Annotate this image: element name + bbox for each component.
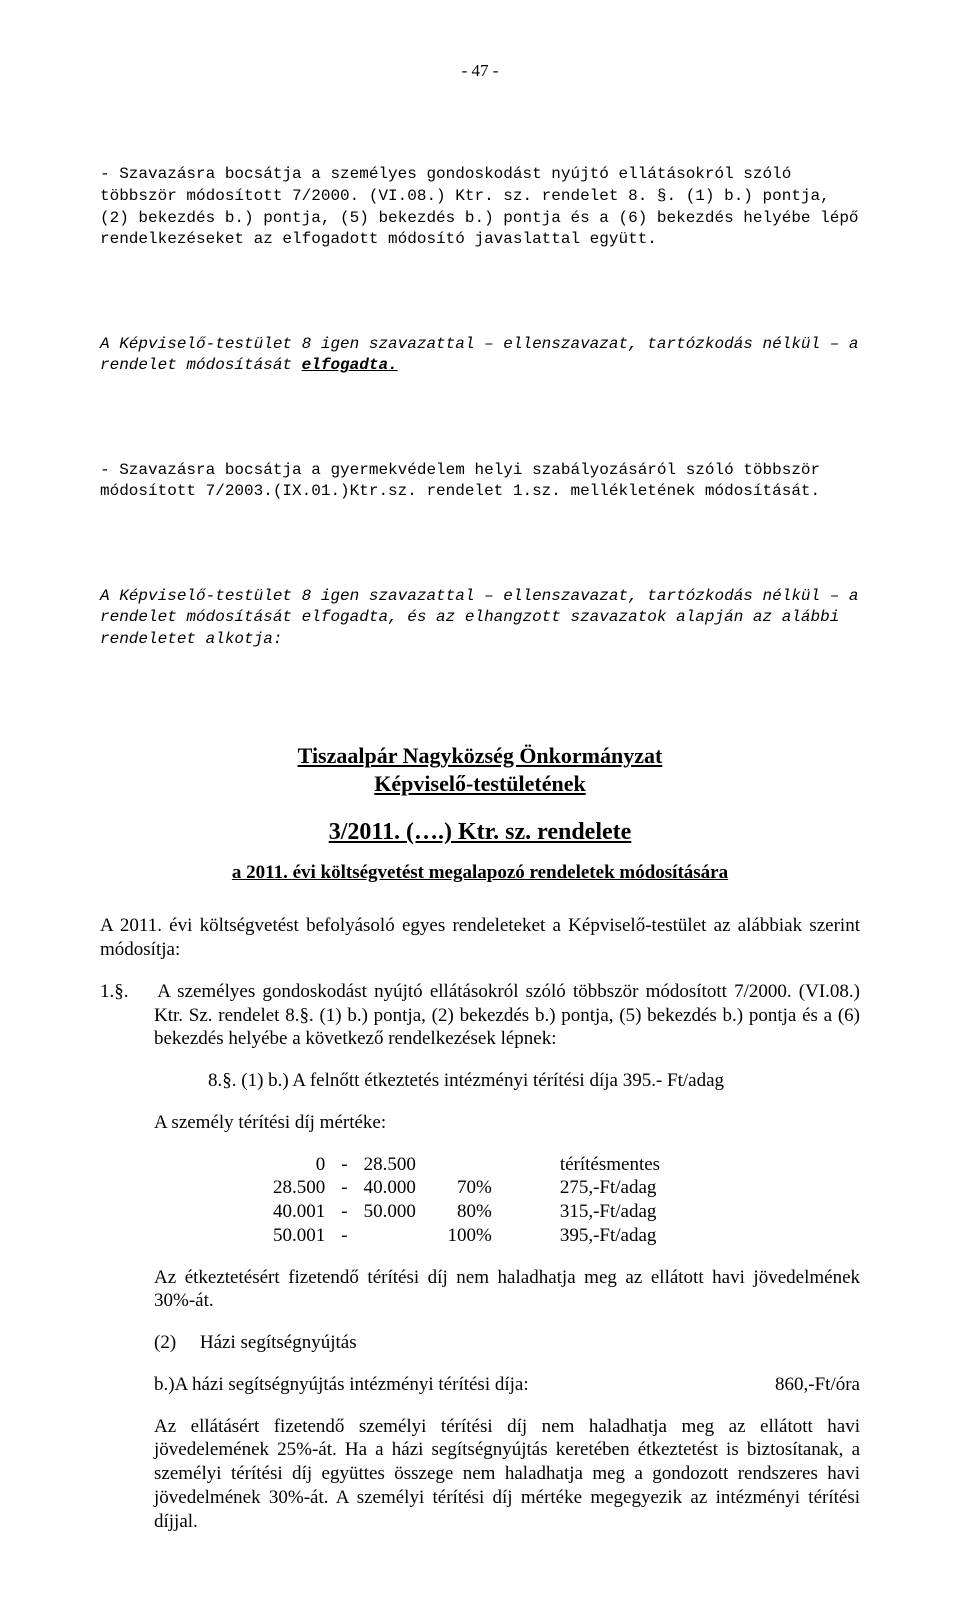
item-1-text: A személyes gondoskodást nyújtó ellátáso…: [154, 981, 860, 1050]
fee-pct: 80%: [424, 1200, 500, 1224]
item-1: 1.§. A személyes gondoskodást nyújtó ell…: [100, 980, 860, 1051]
item-2-line: b.)A házi segítségnyújtás intézményi tér…: [100, 1373, 860, 1397]
fee-note: Az étkeztetésért fizetendő térítési díj …: [100, 1266, 860, 1314]
preamble-para-3: - Szavazásra bocsátja a gyermekvédelem h…: [100, 460, 860, 503]
fee-pct: 70%: [424, 1176, 500, 1200]
intro-para: A 2011. évi költségvetést befolyásoló eg…: [100, 914, 860, 962]
vote-text: A Képviselő-testület 8 igen szavazattal …: [100, 335, 868, 375]
fee-amount: 395,-Ft/adag: [500, 1224, 668, 1248]
fee-amount: 275,-Ft/adag: [500, 1176, 668, 1200]
document-page: - 47 - - Szavazásra bocsátja a személyes…: [0, 0, 960, 1611]
title-line-1: Tiszaalpár Nagyközség Önkormányzat: [100, 742, 860, 771]
fee-dash: -: [333, 1176, 355, 1200]
item-2-line-left: b.)A házi segítségnyújtás intézményi tér…: [154, 1373, 529, 1397]
fee-from: 28.500: [265, 1176, 333, 1200]
item-2-line-right: 860,-Ft/óra: [775, 1373, 860, 1397]
title-main: 3/2011. (….) Ktr. sz. rendelete: [100, 817, 860, 847]
page-number: - 47 -: [100, 60, 860, 81]
item-2-note: Az ellátásért fizetendő személyi térítés…: [100, 1415, 860, 1534]
title-sub: a 2011. évi költségvetést megalapozó ren…: [100, 861, 860, 885]
fee-pct: 100%: [424, 1224, 500, 1248]
title-line-2: Képviselő-testületének: [100, 770, 860, 799]
adopted-word: elfogadta.: [302, 356, 398, 374]
table-row: 28.500 - 40.000 70% 275,-Ft/adag: [265, 1176, 668, 1200]
fee-dash: -: [333, 1200, 355, 1224]
preamble-para-1: - Szavazásra bocsátja a személyes gondos…: [100, 164, 860, 250]
title-block: Tiszaalpár Nagyközség Önkormányzat Képvi…: [100, 742, 860, 885]
preamble-para-4: A Képviselő-testület 8 igen szavazattal …: [100, 586, 860, 651]
preamble-block: - Szavazásra bocsátja a személyes gondos…: [100, 121, 860, 711]
fee-amount: 315,-Ft/adag: [500, 1200, 668, 1224]
table-row: 0 - 28.500 térítésmentes: [265, 1153, 668, 1177]
fee-amount: térítésmentes: [500, 1153, 668, 1177]
item-2: (2) Házi segítségnyújtás: [100, 1331, 860, 1355]
fee-table: 0 - 28.500 térítésmentes 28.500 - 40.000…: [265, 1153, 668, 1248]
table-row: 50.001 - 100% 395,-Ft/adag: [265, 1224, 668, 1248]
preamble-para-2: A Képviselő-testület 8 igen szavazattal …: [100, 334, 860, 377]
item-1-num: 1.§.: [100, 981, 129, 1002]
fee-to: 28.500: [356, 1153, 424, 1177]
item-2-label: Házi segítségnyújtás: [200, 1332, 357, 1353]
fee-from: 50.001: [265, 1224, 333, 1248]
fee-pct: [424, 1153, 500, 1177]
item-2-num: (2): [154, 1332, 176, 1353]
fee-to: 40.000: [356, 1176, 424, 1200]
fee-to: [356, 1224, 424, 1248]
item-1-sub: 8.§. (1) b.) A felnőtt étkeztetés intézm…: [100, 1069, 860, 1093]
fee-from: 40.001: [265, 1200, 333, 1224]
fee-to: 50.000: [356, 1200, 424, 1224]
fee-title: A személy térítési díj mértéke:: [100, 1111, 860, 1135]
body-block: A 2011. évi költségvetést befolyásoló eg…: [100, 914, 860, 1533]
table-row: 40.001 - 50.000 80% 315,-Ft/adag: [265, 1200, 668, 1224]
fee-from: 0: [265, 1153, 333, 1177]
fee-dash: -: [333, 1224, 355, 1248]
fee-dash: -: [333, 1153, 355, 1177]
